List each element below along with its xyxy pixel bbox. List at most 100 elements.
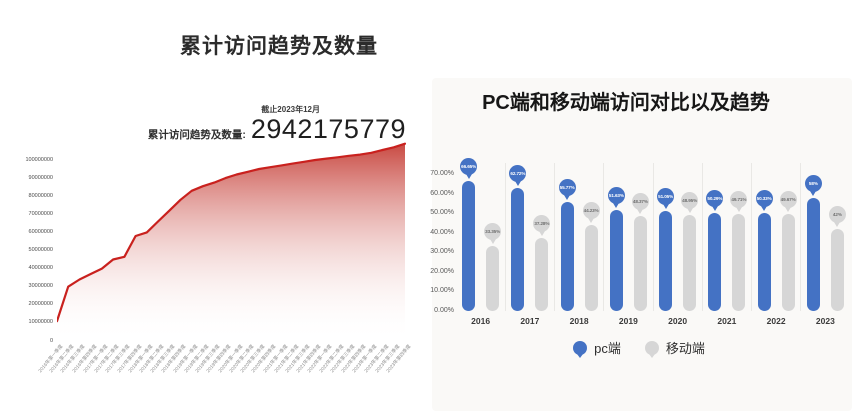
year-label-2021: 2021 [717,316,737,326]
mobile-value-balloon-2023: 42% [828,205,846,227]
mobile-bar-2019 [633,216,647,311]
group-separator-line [554,163,555,311]
legend-item: pc端 [573,338,621,358]
right-y-tick-label: 40.00% [430,228,454,236]
balloon-pointer [538,231,545,237]
balloon-value-label: 48.95% [682,198,698,204]
pc-mobile-panel: PC端和移动端访问对比以及趋势 70.00% 60.00% 50.00% 40.00%… [426,0,852,411]
balloon-value-label: 66.65% [461,163,477,169]
mobile-value-balloon-2021: 49.71% [730,190,748,212]
bar-chart-plot [456,163,850,311]
right-y-tick-label: 50.00% [430,209,454,217]
balloon-value-label: 50.33% [756,195,772,201]
legend-label: 移动端 [665,341,705,356]
balloon-pointer [465,173,472,179]
total-visits-annotation: 截止2023年12月 累计访问趋势及数量: 2942175779 [148,104,406,143]
pc-value-balloon-2018: 55.77% [558,178,576,200]
pc-value-balloon-2021: 50.29% [706,189,724,211]
pc-bar-2017 [511,188,525,311]
left-y-tick-label: 40000000 [28,265,53,272]
right-y-tick-label: 60.00% [430,189,454,197]
cumulative-visits-panel: 累计访问趋势及数量 截止2023年12月 累计访问趋势及数量: 29421757… [25,35,412,374]
left-y-tick-label: 30000000 [28,283,53,290]
balloon-pointer [588,217,595,223]
balloon-value-label: 44.23% [583,207,599,213]
mobile-bar-2016 [486,245,500,311]
left-y-tick-label: 10000000 [28,319,53,326]
mobile-value-balloon-2018: 44.23% [582,201,600,223]
group-separator-line [603,163,605,311]
balloon-pointer [489,238,496,244]
left-y-tick-label: 60000000 [28,228,53,235]
balloon-pointer [613,203,620,209]
pc-bar-2018 [560,202,574,311]
pc-bar-2021 [708,212,722,311]
balloon-pointer [686,208,693,214]
mobile-value-balloon-2017: 37.28% [533,215,551,237]
chart-legend: pc端 移动端 [426,338,852,358]
asof-date-label: 截止2023年12月 [261,105,320,114]
balloon-pointer [785,206,792,212]
area-line [57,142,406,323]
balloon-value-label: 50.29% [707,195,723,201]
left-y-tick-label: 50000000 [28,247,53,253]
legend-marker-pointer [648,353,655,358]
pc-value-balloon-2023: 58% [804,174,822,196]
balloon-pointer [637,209,644,215]
right-y-tick-label: 0.00% [434,307,454,314]
pc-bar-2022 [757,212,771,311]
mobile-value-balloon-2019: 48.37% [631,193,649,215]
mobile-value-balloon-2022: 49.67% [779,190,797,212]
balloon-value-label: 51.05% [658,194,674,200]
balloon-pointer [662,204,669,210]
total-visits-value: 2942175779 [250,114,406,144]
balloon-pointer [761,205,768,211]
pc-value-balloon-2020: 51.05% [657,188,675,210]
mobile-bar-2022 [781,213,795,311]
legend-marker-pointer [577,353,584,358]
pc-bar-2019 [609,210,623,311]
balloon-pointer [810,190,817,196]
mobile-bar-2021 [732,213,746,311]
year-label-2018: 2018 [569,316,589,326]
balloon-pointer [834,221,841,227]
left-y-tick-label: 20000000 [28,301,53,308]
left-y-tick-label: 70000000 [28,210,53,217]
pc-value-balloon-2019: 51.63% [607,187,625,209]
year-label-2017: 2017 [520,316,540,326]
left-y-tick-label: 0 [49,337,53,344]
mobile-value-balloon-2020: 48.95% [681,192,699,214]
pc-bar-2020 [659,211,673,311]
right-chart-title: PC端和移动端访问对比以及趋势 [482,92,770,114]
legend-marker-icon [573,340,588,358]
mobile-bar-2023 [830,228,844,311]
right-y-tick-label: 20.00% [430,267,454,275]
balloon-pointer [711,205,718,211]
right-y-tick-label: 70.00% [430,170,454,177]
pc-value-balloon-2017: 62.72% [509,165,527,187]
pc-bar-2023 [806,197,820,311]
balloon-value-label: 55.77% [559,184,575,190]
balloon-value-label: 48.37% [632,199,648,205]
balloon-value-label: 42% [832,211,842,217]
right-y-tick-label: 10.00% [430,287,454,295]
year-label-2016: 2016 [471,316,491,326]
group-separator-line [652,163,654,311]
mobile-bar-2018 [584,224,598,311]
year-label-2020: 2020 [668,316,688,326]
year-label-2019: 2019 [618,316,638,326]
pc-value-balloon-2016: 66.65% [460,157,478,179]
group-separator-line [701,163,703,311]
balloon-value-label: 62.72% [510,171,526,177]
pc-value-balloon-2022: 50.33% [755,189,773,211]
mobile-bar-2020 [683,215,697,311]
left-y-tick-label: 90000000 [28,174,53,181]
balloon-value-label: 58% [808,180,818,186]
balloon-value-label: 49.67% [780,196,796,202]
pc-bar-2016 [462,180,476,311]
balloon-pointer [735,206,742,212]
balloon-pointer [514,181,521,187]
right-y-tick-label: 30.00% [430,248,454,256]
balloon-value-label: 49.71% [731,196,747,202]
legend-marker-icon [644,340,659,358]
